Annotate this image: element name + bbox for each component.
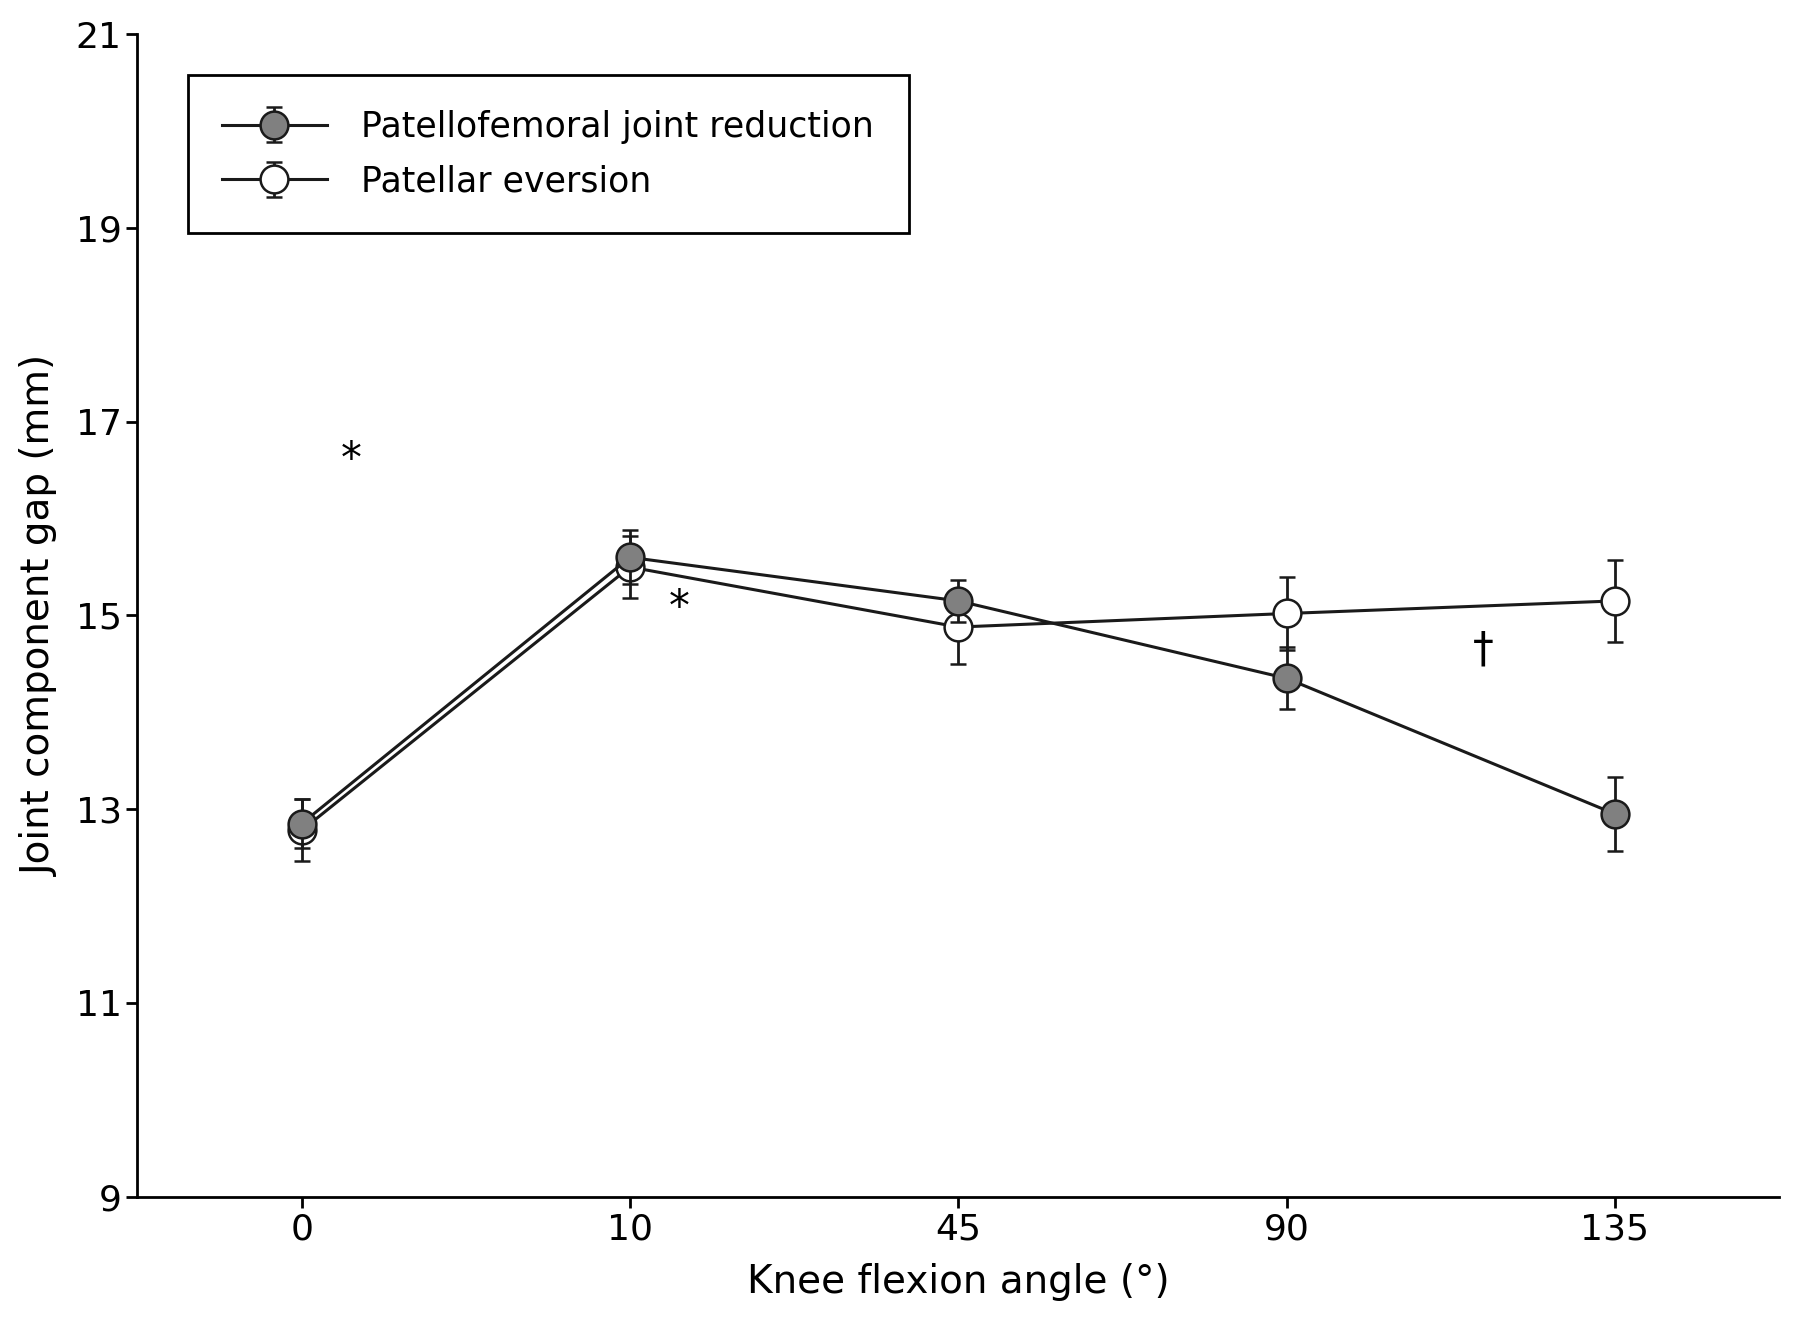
Text: †: † — [1472, 628, 1494, 670]
Text: *: * — [340, 439, 362, 481]
Legend: Patellofemoral joint reduction, Patellar eversion: Patellofemoral joint reduction, Patellar… — [187, 75, 909, 233]
X-axis label: Knee flexion angle (°): Knee flexion angle (°) — [747, 1263, 1170, 1301]
Y-axis label: Joint component gap (mm): Joint component gap (mm) — [22, 354, 59, 876]
Text: *: * — [670, 587, 689, 629]
